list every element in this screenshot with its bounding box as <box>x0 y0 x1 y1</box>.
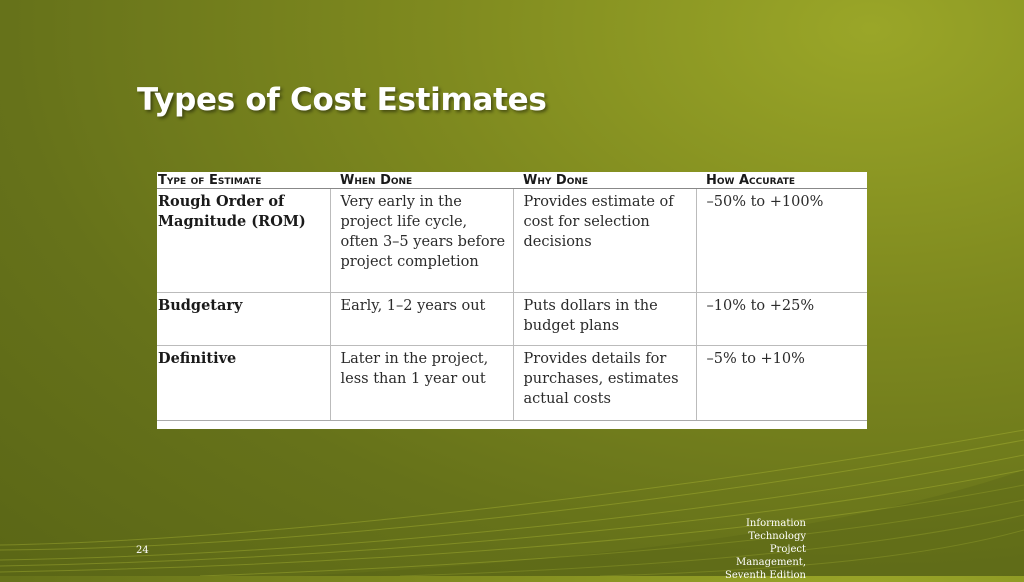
column-header-type: Type of Estimate <box>157 172 330 189</box>
footer-line: Technology <box>748 531 806 542</box>
column-header-when: When Done <box>330 172 513 189</box>
why-done-cell: Provides details for purchases, estimate… <box>512 345 696 421</box>
why-done-cell: Puts dollars in the budget plans <box>512 292 696 346</box>
when-done-cell: Very early in the project life cycle, of… <box>329 188 513 293</box>
table-header-row: Type of Estimate When Done Why Done How … <box>157 172 867 189</box>
column-header-why: Why Done <box>513 172 696 189</box>
slide-title: Types of Cost Estimates <box>137 82 547 118</box>
column-header-accuracy: How Accurate <box>696 172 867 189</box>
accuracy-cell: –50% to +100% <box>695 188 867 293</box>
footer-text: Information Technology Project Managemen… <box>724 517 806 582</box>
when-done-cell: Later in the project, less than 1 year o… <box>329 345 513 421</box>
estimate-type-cell: Rough Order of Magnitude (ROM) <box>157 188 330 293</box>
accuracy-cell: –5% to +10% <box>695 345 867 421</box>
footer-line: Information <box>745 518 806 529</box>
slide-number: 24 <box>136 545 149 556</box>
cost-estimates-table: Type of Estimate When Done Why Done How … <box>157 172 867 429</box>
accuracy-cell: –10% to +25% <box>695 292 867 346</box>
why-done-cell: Provides estimate of cost for selection … <box>512 188 696 293</box>
estimate-type-cell: Budgetary <box>157 292 330 346</box>
table-row: Budgetary Early, 1–2 years out Puts doll… <box>157 292 867 346</box>
footer-line: Project <box>769 544 806 555</box>
table-row: Rough Order of Magnitude (ROM) Very earl… <box>157 188 867 293</box>
when-done-cell: Early, 1–2 years out <box>329 292 513 346</box>
table-row: Definitive Later in the project, less th… <box>157 345 867 421</box>
footer-line: Management, <box>736 557 806 568</box>
estimate-type-cell: Definitive <box>157 345 330 421</box>
